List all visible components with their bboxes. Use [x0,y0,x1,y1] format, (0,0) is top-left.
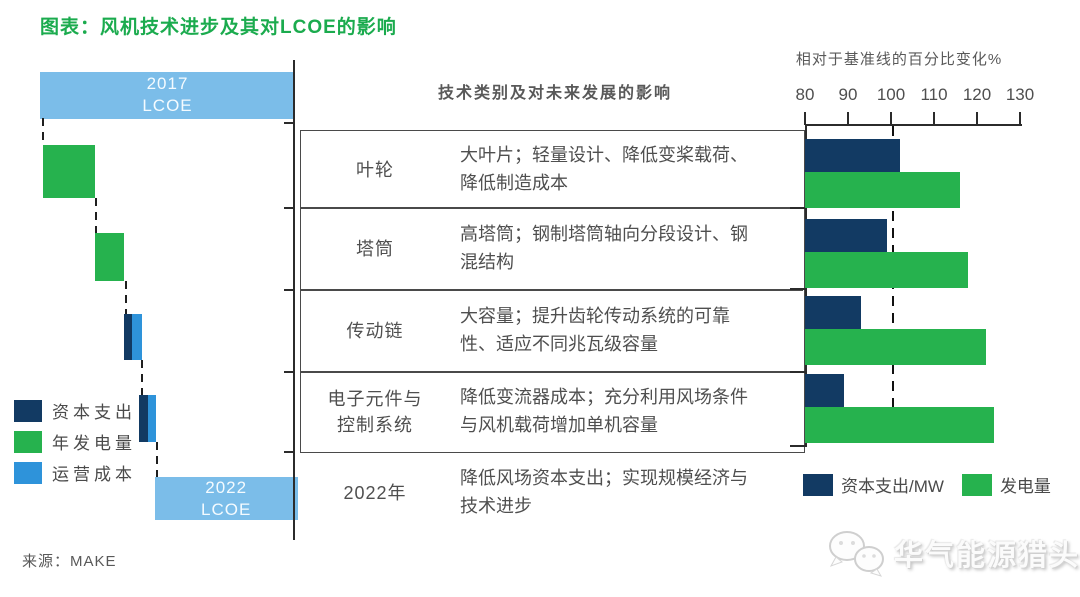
waterfall-2022-lcoe-label: LCOE [201,500,252,519]
divider-tick-mark [284,207,294,209]
axis-tick-label: 90 [838,85,858,104]
table-description: 降低风场资本支出；实现规模经济与技术进步 [460,467,748,516]
bar-generation-1 [805,172,960,208]
table-header: 技术类别及对未来发展的影响 [437,85,672,102]
watermark-text: 华气能源猎头 [893,540,1080,572]
axis-tick-mark [804,112,806,125]
table-row-electronics: 电子元件与控制系统 降低变流器成本；充分利用风场条件与风机载荷增加单机容量 [300,371,803,451]
table-description: 高塔筒；钢制塔筒轴向分段设计、钢混结构 [460,224,748,272]
legend-label: 年发电量 [52,434,136,453]
technology-table-border [300,130,805,453]
capex-per-mw-color-swatch [803,473,833,496]
table-row-drivetrain: 传动链 大容量；提升齿轮传动系统的可靠性、适应不同兆瓦级容量 [300,289,803,371]
bar-generation-2 [805,252,969,288]
vertical-axis-tick-mark [790,371,805,373]
waterfall-dashed-connector [141,360,143,395]
generation-color-swatch [14,430,42,453]
divider-tick-mark [284,122,294,124]
waterfall-2017-year-label: 2017 [146,74,189,93]
table-row-divider [300,371,803,373]
waterfall-table-divider-line [293,60,295,540]
table-category: 传动链 [346,321,404,341]
waterfall-step-navy [139,395,149,442]
table-category: 2022年 [343,482,407,503]
waterfall-2022-year-label: 2022 [205,478,248,497]
waterfall-step-green [94,233,125,281]
axis-tick-mark [1019,112,1021,125]
axis-tick-mark [976,112,978,125]
divider-tick-mark [284,289,294,291]
vertical-axis-tick-mark [790,288,805,290]
waterfall-dashed-connector [95,198,97,233]
divider-tick-mark [284,451,294,453]
table-category: 叶轮 [356,159,394,180]
bar-generation-3 [805,329,986,365]
bar-chart-legend: 资本支出/MW 发电量 [803,472,1073,496]
legend-label: 资本支出 [52,403,136,422]
legend-item-capex: 资本支出 [14,398,136,429]
bar-chart-horizontal-axis [805,124,1022,126]
vertical-axis-tick-mark [790,207,805,209]
table-description: 大叶片；轻量设计、降低变桨载荷、降低制造成本 [460,144,748,193]
page-title: 图表：风机技术进步及其对LCOE的影响 [40,17,397,38]
wechat-bubbles-icon [828,531,884,577]
table-row-rotor: 叶轮 大叶片；轻量设计、降低变桨载荷、降低制造成本 [300,130,803,207]
axis-tick-label: 80 [795,85,815,104]
table-description: 大容量；提升齿轮传动系统的可靠性、适应不同兆瓦级容量 [460,306,730,354]
vertical-axis-tick-mark [790,445,805,447]
source-label: 来源：MAKE [22,553,117,570]
capex-color-swatch [14,399,42,422]
waterfall-dashed-connector [42,118,44,145]
table-row-tower: 塔筒 高塔筒；钢制塔筒轴向分段设计、钢混结构 [300,207,803,289]
waterfall-2017-lcoe-bar: 2017 LCOE [40,72,295,119]
table-description: 降低变流器成本；充分利用风场条件与风机载荷增加单机容量 [460,387,748,435]
legend-label: 发电量 [999,477,1051,496]
waterfall-dashed-connector [125,281,127,314]
axis-tick-label: 110 [920,85,948,104]
bar-capex-4 [805,374,844,407]
bar-capex-1 [805,139,900,172]
bar-chart-axis-title: 相对于基准线的百分比变化% [795,51,1003,68]
axis-tick-mark [890,112,892,125]
bar-generation-4 [805,407,995,443]
axis-tick-label: 130 [1005,85,1035,104]
bar-capex-2 [805,219,887,252]
bar-capex-3 [805,296,861,329]
axis-tick-label: 100 [876,85,906,104]
waterfall-step-navy [124,314,132,360]
waterfall-dashed-connector [156,442,158,477]
table-row-2022: 2022年 降低风场资本支出；实现规模经济与技术进步 [300,451,803,532]
table-category: 塔筒 [356,239,394,259]
legend-item-generation: 年发电量 [14,429,136,460]
divider-tick-mark [284,371,294,373]
table-row-divider [300,289,803,291]
axis-tick-mark [847,112,849,125]
waterfall-step-blue [131,314,142,360]
axis-tick-label: 120 [962,85,992,104]
legend-label: 资本支出/MW [841,477,944,496]
opex-color-swatch [14,461,42,484]
watermark: 华气能源猎头 [826,524,1080,582]
waterfall-step-blue [148,395,157,442]
waterfall-legend: 资本支出 年发电量 运营成本 [14,398,136,491]
table-category: 电子元件与控制系统 [327,389,423,435]
legend-label: 运营成本 [52,465,136,484]
table-row-divider [300,207,803,209]
waterfall-2022-lcoe-bar: 2022 LCOE [154,477,298,520]
axis-tick-mark [933,112,935,125]
generation-color-swatch [961,473,992,496]
waterfall-2017-lcoe-label: LCOE [142,96,193,115]
legend-item-opex: 运营成本 [14,460,136,491]
waterfall-step-green [42,145,95,198]
